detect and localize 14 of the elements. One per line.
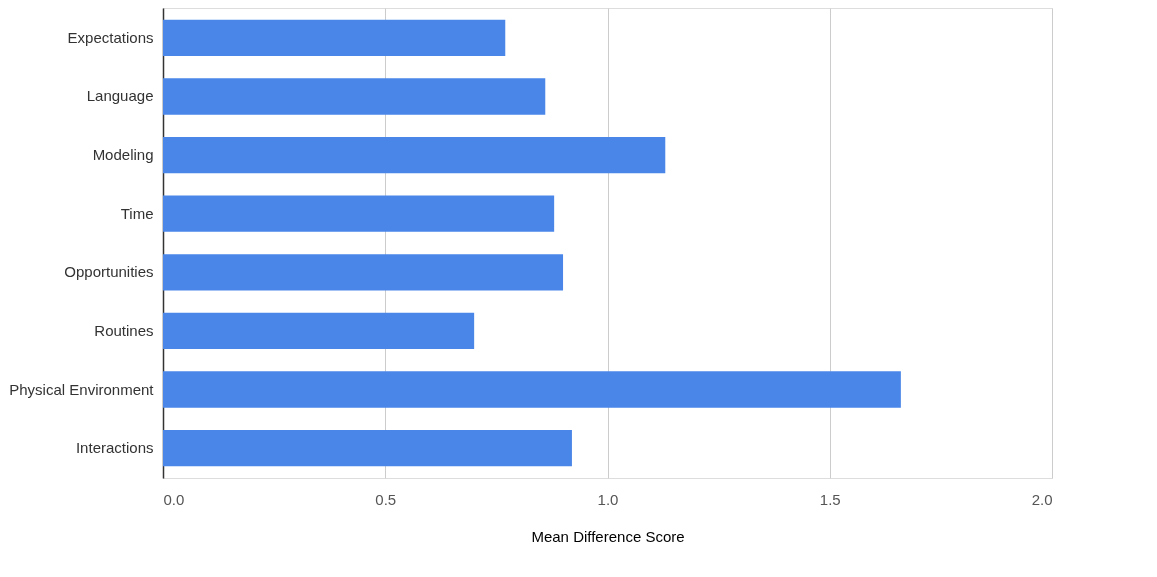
y-tick-label: Opportunities bbox=[64, 263, 154, 281]
y-tick-label: Routines bbox=[94, 321, 154, 339]
y-tick-label: Language bbox=[86, 87, 154, 105]
y-tick-label: Time bbox=[120, 204, 154, 222]
x-axis-title: Mean Difference Score bbox=[531, 527, 685, 545]
x-tick-label: 0.0 bbox=[163, 490, 185, 508]
y-tick-label: Physical Environment bbox=[9, 380, 155, 398]
x-tick-label: 1.5 bbox=[819, 490, 841, 508]
y-tick-label: Interactions bbox=[75, 439, 154, 457]
y-tick-label: Expectations bbox=[67, 28, 154, 46]
y-tick-label: Modeling bbox=[92, 146, 154, 164]
x-tick-label: 0.5 bbox=[375, 490, 397, 508]
x-tick-label: 2.0 bbox=[1031, 490, 1053, 508]
x-tick-label: 1.0 bbox=[597, 490, 619, 508]
